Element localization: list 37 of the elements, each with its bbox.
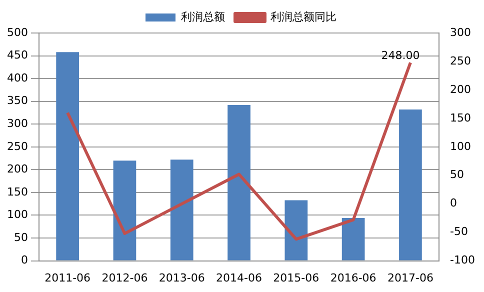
bar [113,160,136,260]
y2-tick-label: 100 [450,140,472,153]
bar [399,110,422,260]
y-tick-label: 250 [6,140,28,153]
y-tick-label: 400 [6,71,28,84]
bar [56,52,79,260]
y-tick-label: 300 [6,116,28,130]
bar [342,218,365,260]
y-tick-label: 0 [20,254,28,267]
x-tick-label: 2013-06 [158,271,205,284]
x-tick-label: 2015-06 [273,271,320,284]
y-tick-label: 200 [6,162,28,176]
x-tick-label: 2017-06 [387,271,434,284]
x-tick-label: 2016-06 [330,271,376,284]
y-tick-label: 350 [6,94,28,108]
legend-label: 利润总额同比 [270,10,336,24]
y-tick-label: 100 [6,208,28,222]
y-tick-label: 150 [6,185,28,198]
y2-tick-label: 50 [450,168,464,182]
y-tick-label: 500 [6,26,28,39]
data-label: 248.00 [381,48,420,62]
y2-tick-label: -100 [450,254,476,267]
y-tick-label: 450 [6,48,28,62]
x-tick-label: 2014-06 [216,271,262,284]
y2-tick-label: 0 [450,196,458,210]
y2-tick-label: 200 [450,82,472,96]
y-tick-label: 50 [14,230,28,244]
x-tick-label: 2011-06 [44,271,91,284]
legend-label: 利润总额 [181,10,225,24]
x-tick-label: 2012-06 [102,271,148,284]
bar [284,200,308,260]
y2-tick-label: 300 [450,26,472,39]
y2-tick-label: -50 [450,225,468,238]
bar [228,104,250,260]
y2-tick-label: 250 [450,54,472,68]
y2-tick-label: 150 [450,111,472,124]
bar [170,160,194,260]
